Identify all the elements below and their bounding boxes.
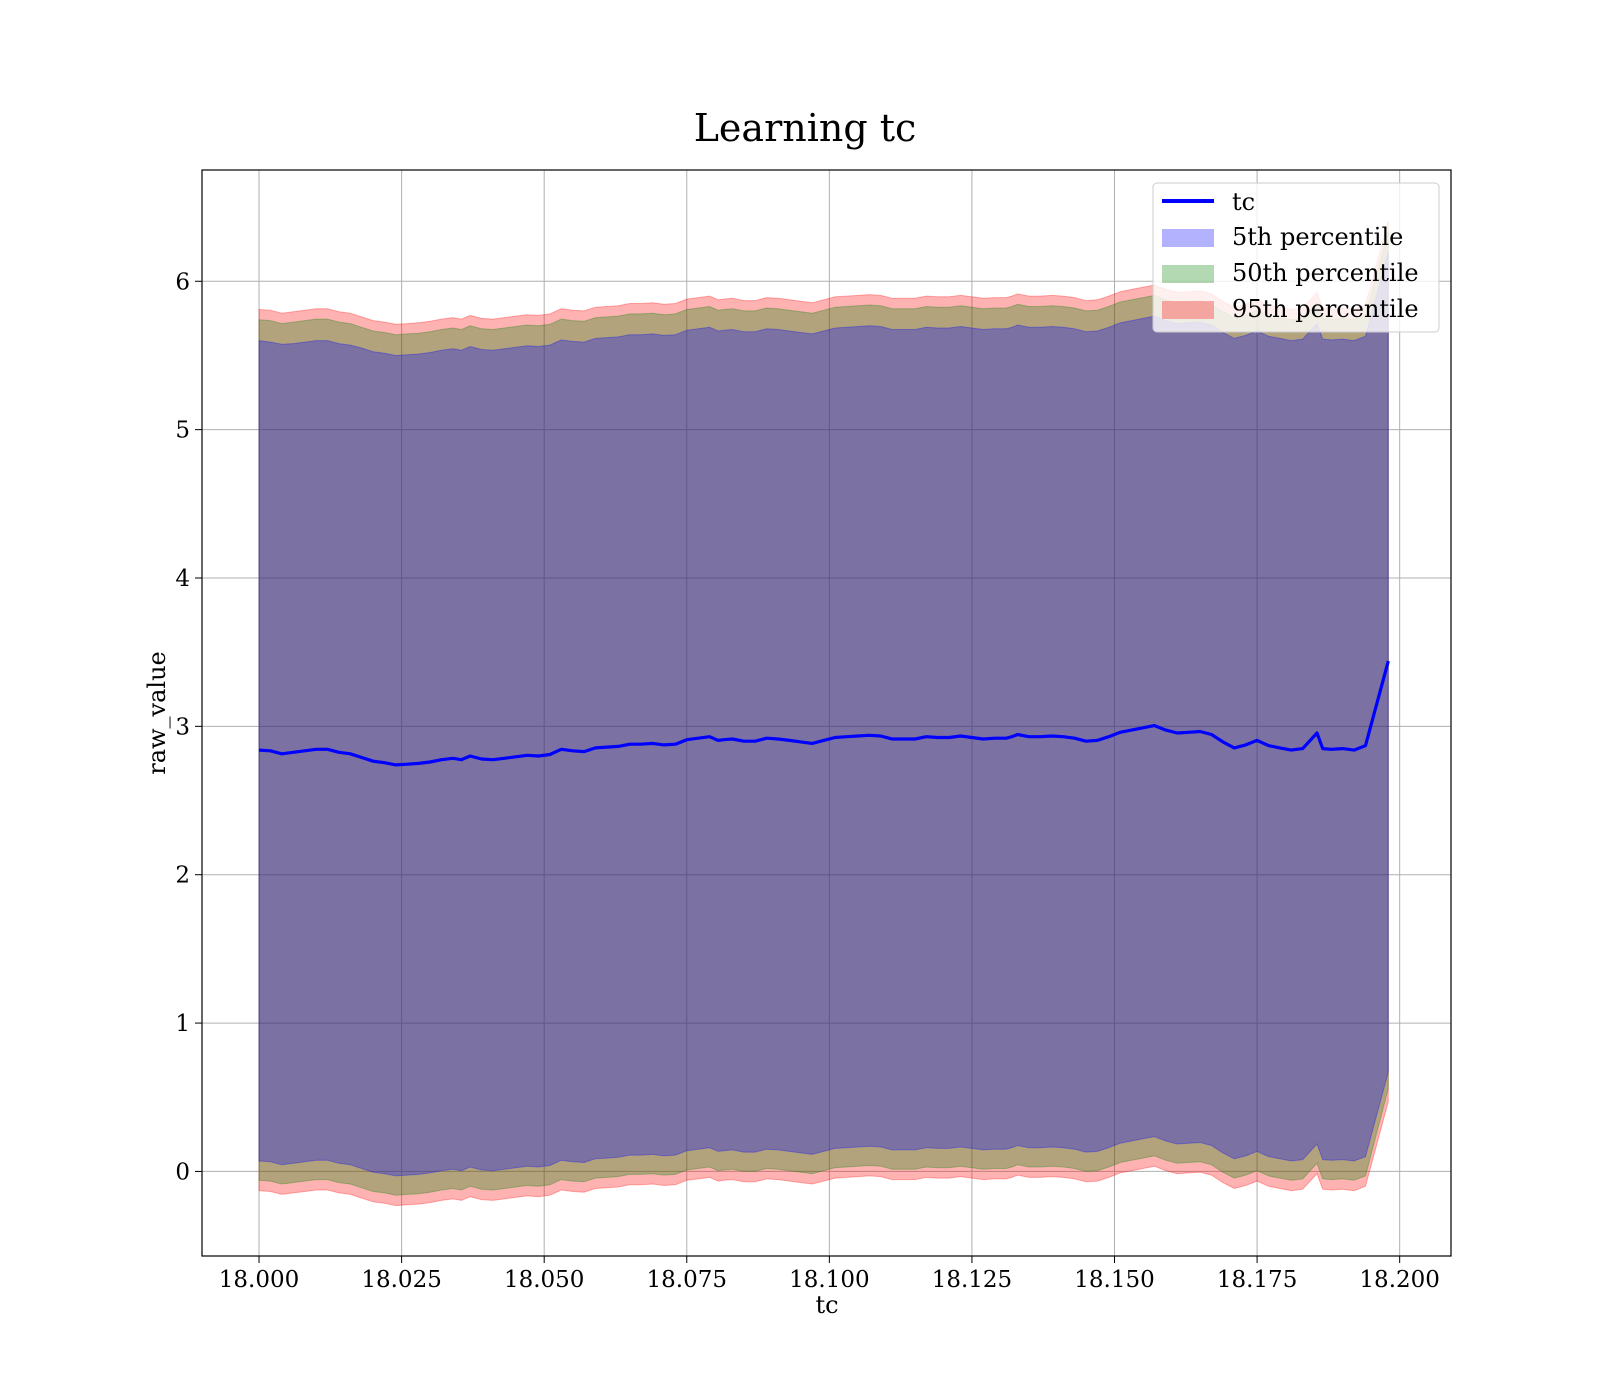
x-tick-label: 18.050 xyxy=(504,1267,584,1293)
x-tick-label: 18.000 xyxy=(219,1267,299,1293)
x-axis-label: tc xyxy=(815,1291,838,1319)
legend-swatch-5th xyxy=(1162,229,1214,247)
legend-label-50th: 50th percentile xyxy=(1232,259,1419,287)
legend-swatch-95th xyxy=(1162,301,1214,319)
x-tick-label: 18.175 xyxy=(1217,1267,1297,1293)
plot-frame xyxy=(201,169,1452,1257)
band-5th-percentile xyxy=(258,251,1389,1177)
y-tick-label: 3 xyxy=(175,714,190,740)
series-line-tc xyxy=(258,660,1390,767)
y-tick-label: 6 xyxy=(175,269,190,295)
y-axis-ticks: 0 1 2 3 4 5 6 xyxy=(175,269,202,1185)
x-tick-label: 18.100 xyxy=(789,1267,869,1293)
chart-title: Learning tc xyxy=(694,106,917,150)
legend-box xyxy=(1152,182,1440,333)
y-tick-label: 1 xyxy=(175,1011,190,1037)
x-tick-label: 18.150 xyxy=(1074,1267,1154,1293)
legend: tc 5th percentile 50th percentile 95th p… xyxy=(1152,182,1440,333)
series-lines xyxy=(258,660,1390,767)
x-tick-label: 18.125 xyxy=(932,1267,1012,1293)
percentile-bands xyxy=(258,220,1389,1207)
y-tick-label: 4 xyxy=(175,566,190,592)
x-axis-ticks: 18.000 18.025 18.050 18.075 18.100 18.125 18.1… xyxy=(219,1256,1440,1293)
grid xyxy=(202,170,1451,1256)
legend-label-95th: 95th percentile xyxy=(1232,295,1419,323)
x-tick-label: 18.075 xyxy=(647,1267,727,1293)
y-axis-label: raw_value xyxy=(143,651,171,775)
y-tick-label: 0 xyxy=(175,1159,190,1185)
x-tick-label: 18.025 xyxy=(361,1267,441,1293)
band-95th-percentile xyxy=(258,220,1389,1207)
band-50th-percentile xyxy=(258,230,1389,1196)
y-tick-label: 5 xyxy=(175,418,190,444)
legend-swatch-50th xyxy=(1162,265,1214,283)
legend-label-tc: tc xyxy=(1232,188,1255,216)
x-tick-label: 18.200 xyxy=(1359,1267,1439,1293)
y-tick-label: 2 xyxy=(175,863,190,889)
legend-label-5th: 5th percentile xyxy=(1232,223,1403,251)
